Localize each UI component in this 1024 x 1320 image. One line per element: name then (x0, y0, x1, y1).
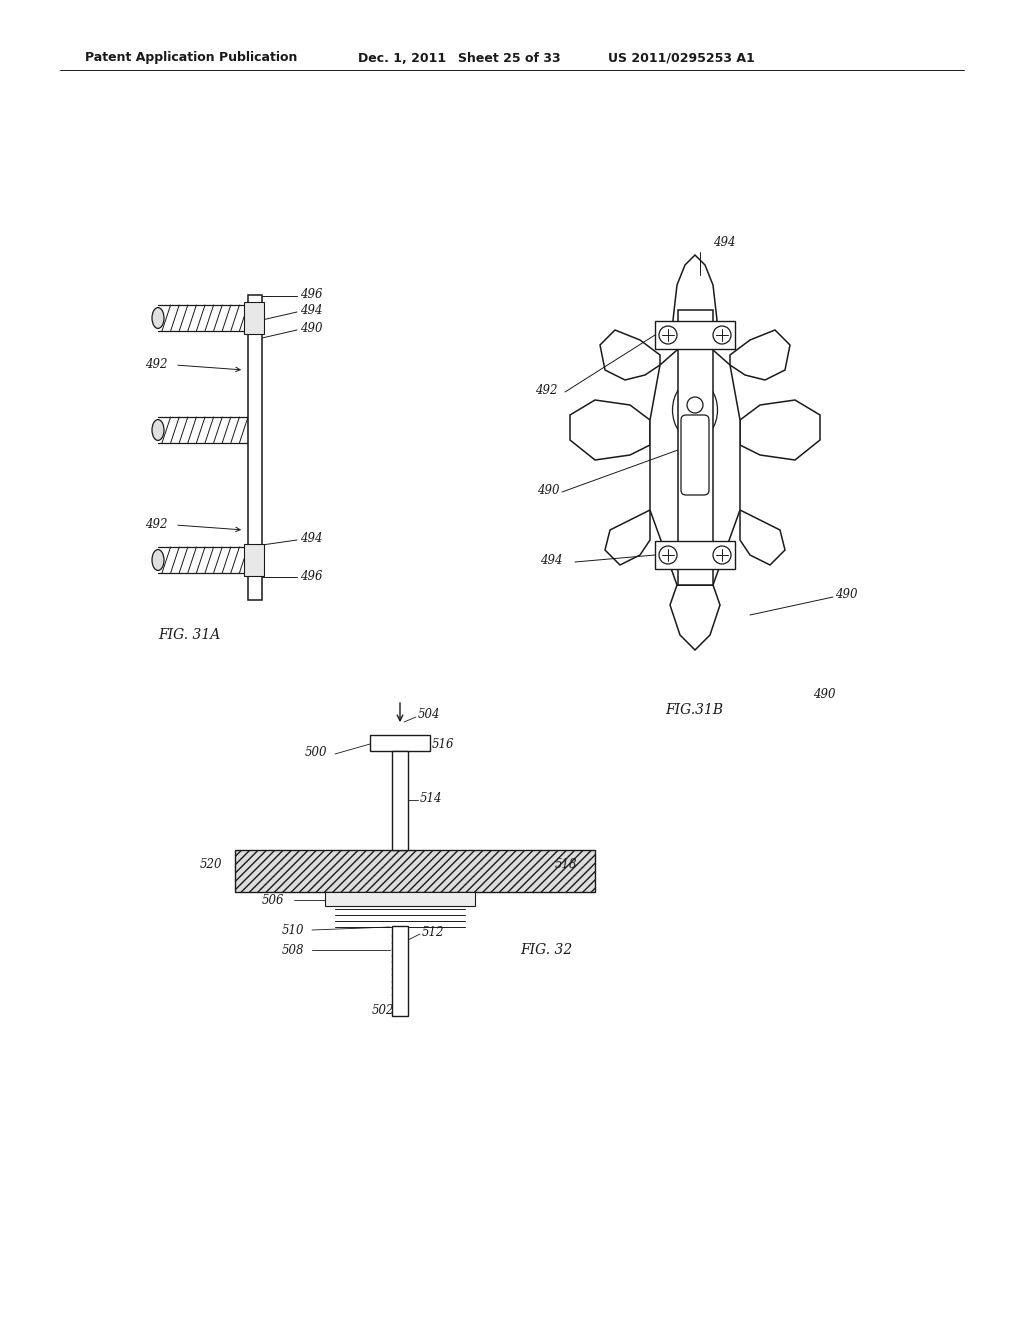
Text: 494: 494 (713, 235, 735, 248)
Bar (655, 321, 735, 348)
Ellipse shape (152, 308, 164, 329)
Text: 496: 496 (300, 569, 323, 582)
Bar (244, 302, 264, 334)
Text: FIG.31B: FIG.31B (665, 704, 723, 717)
Polygon shape (730, 330, 790, 380)
Polygon shape (740, 400, 820, 459)
Text: 510: 510 (282, 924, 304, 936)
Bar (655, 541, 735, 569)
Text: 518: 518 (555, 858, 578, 871)
Text: Patent Application Publication: Patent Application Publication (85, 51, 297, 65)
Text: 494: 494 (300, 532, 323, 545)
Text: FIG. 31A: FIG. 31A (158, 628, 220, 642)
Bar (244, 544, 264, 576)
Bar (370, 735, 430, 751)
Text: 490: 490 (813, 689, 836, 701)
Text: FIG. 32: FIG. 32 (520, 942, 572, 957)
Text: 500: 500 (305, 746, 328, 759)
Text: 492: 492 (145, 359, 168, 371)
Polygon shape (673, 255, 717, 350)
Text: 492: 492 (145, 519, 168, 532)
Bar (248, 294, 262, 601)
Polygon shape (570, 400, 650, 459)
Polygon shape (605, 510, 650, 565)
Polygon shape (600, 330, 660, 380)
Bar (678, 310, 713, 585)
Text: US 2011/0295253 A1: US 2011/0295253 A1 (608, 51, 755, 65)
Text: 494: 494 (540, 553, 562, 566)
Text: 504: 504 (418, 709, 440, 722)
Text: Dec. 1, 2011: Dec. 1, 2011 (358, 51, 446, 65)
Text: 506: 506 (262, 894, 285, 907)
Polygon shape (670, 585, 720, 649)
Text: 508: 508 (282, 944, 304, 957)
Ellipse shape (673, 380, 718, 440)
Text: 520: 520 (200, 858, 222, 871)
Text: Sheet 25 of 33: Sheet 25 of 33 (458, 51, 560, 65)
Bar (392, 751, 408, 850)
Ellipse shape (152, 549, 164, 570)
Text: 490: 490 (835, 589, 857, 602)
Polygon shape (740, 510, 785, 565)
Text: 490: 490 (538, 483, 560, 496)
Polygon shape (650, 350, 740, 585)
Text: 496: 496 (300, 289, 323, 301)
Bar (234, 850, 595, 892)
Bar (392, 927, 408, 1016)
Text: 490: 490 (300, 322, 323, 335)
Text: 512: 512 (422, 925, 444, 939)
FancyBboxPatch shape (681, 414, 709, 495)
Ellipse shape (152, 420, 164, 441)
Text: 514: 514 (420, 792, 442, 804)
Text: 492: 492 (535, 384, 557, 396)
Text: 516: 516 (432, 738, 455, 751)
Text: 494: 494 (300, 305, 323, 318)
Text: 502: 502 (372, 1003, 394, 1016)
Bar (325, 892, 475, 906)
